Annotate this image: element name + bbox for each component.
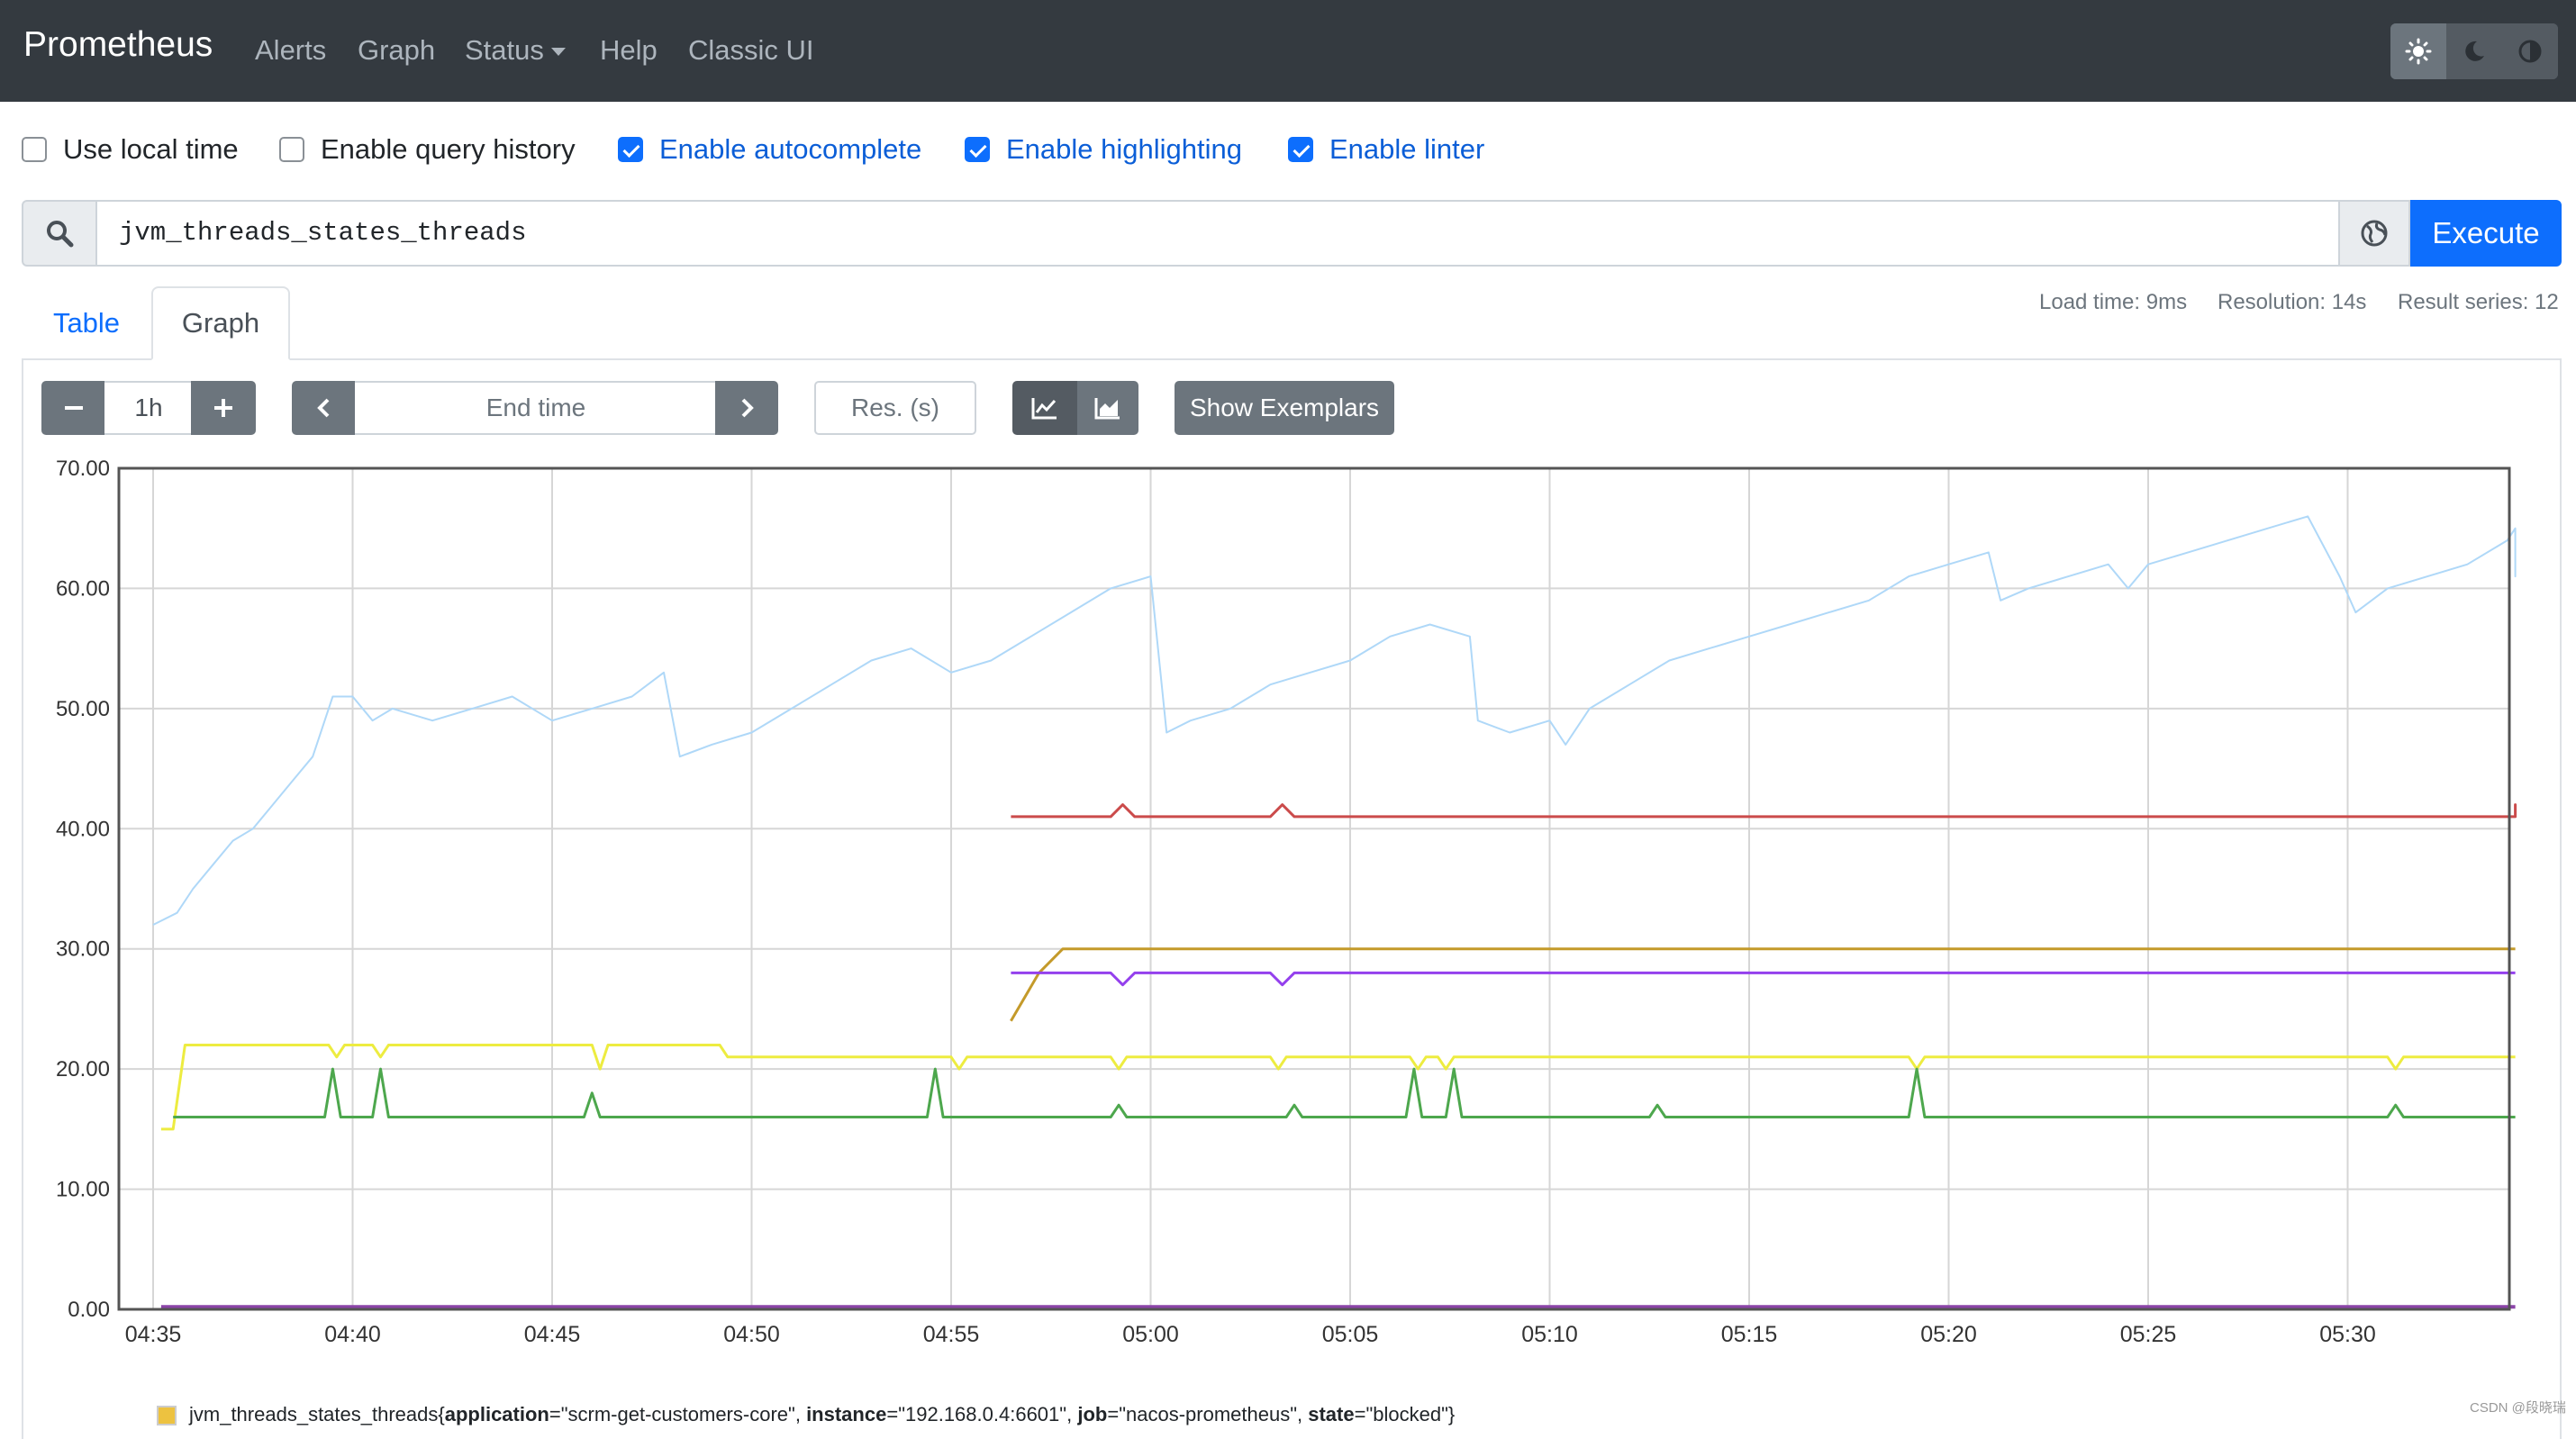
nav-graph[interactable]: Graph: [358, 34, 436, 66]
stacked-chart-button[interactable]: [1077, 381, 1138, 435]
increase-range-button[interactable]: [191, 381, 256, 435]
option-enable-query-history[interactable]: Enable query history: [279, 131, 576, 167]
checkbox-enable-query-history[interactable]: [279, 137, 304, 162]
graph-panel: [22, 358, 2562, 1439]
query-bar: jvm_threads_states_threads Execute: [22, 200, 2562, 267]
legend-key: job: [1077, 1403, 1108, 1425]
legend-swatch: [157, 1406, 177, 1426]
globe-icon[interactable]: [2338, 200, 2410, 267]
chevron-left-icon: [317, 398, 330, 418]
checkbox-enable-highlighting[interactable]: [965, 137, 990, 162]
option-use-local-time[interactable]: Use local time: [22, 131, 239, 167]
option-label: Enable autocomplete: [659, 133, 922, 165]
legend-key: application: [444, 1403, 549, 1425]
watermark: CSDN @段晓瑞: [2470, 1400, 2566, 1416]
chevron-right-icon: [741, 398, 754, 418]
execute-button[interactable]: Execute: [2410, 200, 2562, 267]
navbar: Prometheus Alerts Graph Status Help Clas…: [0, 0, 2576, 102]
legend-key: instance: [806, 1403, 887, 1425]
theme-toggle-group: [2390, 23, 2558, 79]
plus-icon: [214, 399, 232, 417]
option-enable-highlighting[interactable]: Enable highlighting: [965, 131, 1242, 167]
option-label: Enable linter: [1329, 133, 1485, 165]
query-input[interactable]: jvm_threads_states_threads: [97, 200, 2362, 267]
legend-close: }: [1447, 1403, 1456, 1425]
legend-value: "nacos-prometheus": [1119, 1403, 1298, 1425]
resolution: Resolution: 14s: [2218, 290, 2367, 314]
sun-icon[interactable]: [2390, 23, 2446, 79]
show-exemplars-button[interactable]: Show Exemplars: [1175, 381, 1394, 435]
nav-alerts[interactable]: Alerts: [255, 34, 327, 66]
minus-icon: [65, 406, 83, 410]
legend-metric: jvm_threads_states_threads{: [189, 1403, 445, 1425]
legend-value: "scrm-get-customers-core": [560, 1403, 795, 1425]
contrast-icon[interactable]: [2502, 23, 2558, 79]
checkbox-use-local-time[interactable]: [22, 137, 47, 162]
tab-table[interactable]: Table: [52, 307, 121, 339]
line-chart-button[interactable]: [1012, 381, 1077, 435]
option-label: Enable query history: [321, 133, 576, 165]
nav-classic-ui[interactable]: Classic UI: [688, 34, 814, 66]
legend-value: "192.168.0.4:6601": [898, 1403, 1067, 1425]
option-label: Enable highlighting: [1006, 133, 1242, 165]
checkbox-enable-autocomplete[interactable]: [618, 137, 643, 162]
checkbox-enable-linter[interactable]: [1288, 137, 1313, 162]
resolution-input[interactable]: Res. (s): [814, 381, 976, 435]
range-input[interactable]: 1h: [104, 381, 193, 435]
brand-logo[interactable]: Prometheus: [23, 25, 213, 64]
option-enable-autocomplete[interactable]: Enable autocomplete: [618, 131, 921, 167]
result-series: Result series: 12: [2398, 290, 2559, 314]
nav-help[interactable]: Help: [600, 34, 658, 66]
chevron-down-icon: [550, 48, 566, 57]
moon-icon[interactable]: [2446, 23, 2502, 79]
nav-status-label: Status: [465, 34, 544, 66]
area-chart-icon: [1094, 398, 1120, 420]
decrease-range-button[interactable]: [41, 381, 106, 435]
next-time-button[interactable]: [715, 381, 778, 435]
legend-value: "blocked": [1365, 1403, 1448, 1425]
option-label: Use local time: [63, 133, 239, 165]
load-time: Load time: 9ms: [2039, 290, 2188, 314]
prev-time-button[interactable]: [292, 381, 357, 435]
end-time-input[interactable]: End time: [355, 381, 717, 435]
legend-key: state: [1308, 1403, 1355, 1425]
tab-graph[interactable]: Graph: [151, 286, 290, 360]
legend-item[interactable]: jvm_threads_states_threads{application="…: [157, 1403, 1455, 1426]
nav-status[interactable]: Status: [465, 34, 566, 67]
search-icon: [22, 200, 97, 267]
line-chart-icon: [1031, 398, 1057, 420]
option-enable-linter[interactable]: Enable linter: [1288, 131, 1484, 167]
